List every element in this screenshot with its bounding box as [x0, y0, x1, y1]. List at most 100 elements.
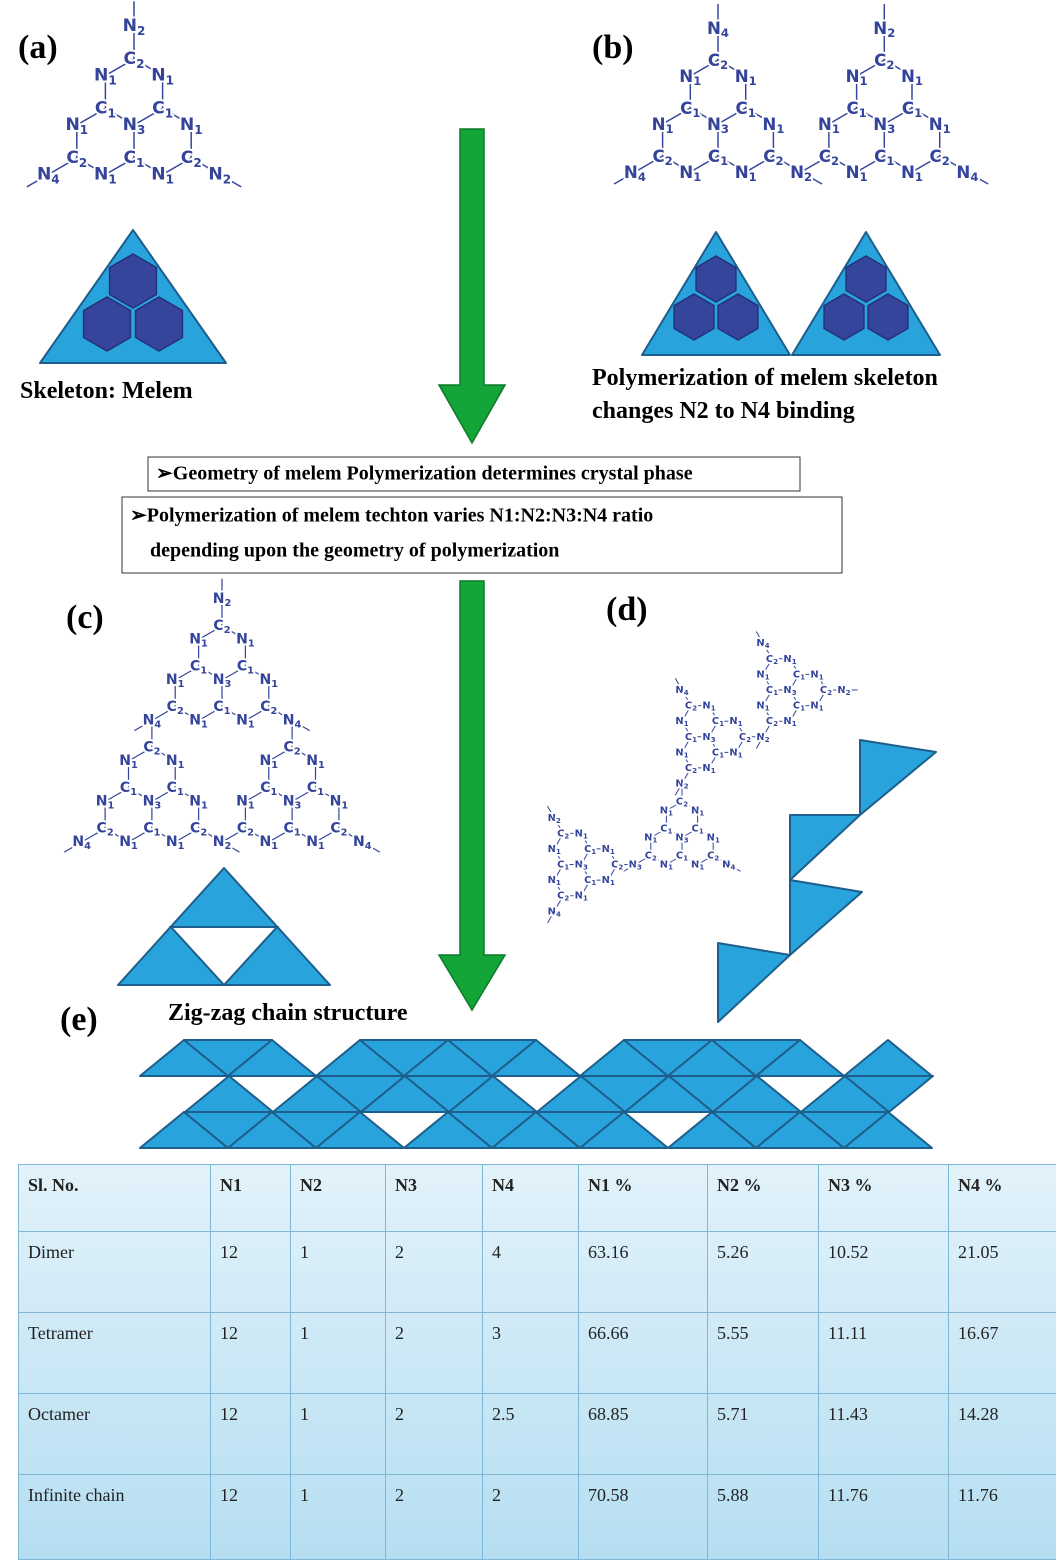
table-header-cell: N1 — [220, 1175, 242, 1195]
atom-label: N2 — [675, 778, 688, 791]
bond — [47, 157, 78, 176]
atom-label: C1 — [95, 99, 116, 121]
bond — [361, 841, 381, 853]
chain-triangle — [227, 1039, 317, 1077]
bond — [198, 827, 223, 843]
table-cell: 1 — [300, 1485, 309, 1505]
atom-label: N1 — [675, 747, 688, 760]
atom-label: N1 — [330, 794, 349, 812]
atom-label: C1 — [152, 99, 173, 121]
panel-label: (a) — [18, 29, 58, 66]
atom-label: N1 — [644, 832, 657, 845]
atom-label: N1 — [548, 875, 561, 888]
table-cell: 4 — [492, 1242, 501, 1262]
bond — [607, 864, 618, 881]
atom-label: N4 — [548, 906, 561, 919]
bond — [174, 787, 199, 803]
atom-label: N3 — [283, 794, 302, 812]
bond — [221, 827, 246, 843]
bond — [221, 706, 246, 722]
table-cell: 11.76 — [958, 1485, 998, 1505]
ring-hexagon — [823, 293, 865, 341]
atom-label: N2 — [213, 591, 232, 609]
atom-label: N1 — [762, 115, 784, 137]
table: Sl. No. N1 N2 N3 N4 N1 % N2 % N3 % N4 %Dimer 12 1 2… — [18, 1164, 1056, 1560]
panel-label: (d) — [606, 591, 648, 628]
zigzag-triangle — [859, 739, 937, 816]
chain-title: Zig-zag chain structure — [168, 1000, 408, 1026]
zigzag-triangle — [789, 814, 861, 881]
atom-label: N1 — [260, 672, 279, 690]
bond — [634, 855, 652, 865]
bond — [735, 736, 746, 753]
ring-hexagon — [108, 253, 158, 309]
table-cell: 2 — [395, 1242, 404, 1262]
atom-label: N1 — [189, 632, 208, 650]
bond — [681, 767, 692, 784]
bond — [553, 848, 564, 865]
atom-label: C1 — [793, 700, 805, 713]
bond — [939, 155, 968, 173]
table-cell: 5.55 — [717, 1323, 749, 1343]
bond — [789, 658, 800, 675]
bond — [81, 827, 106, 843]
atom-label: N1 — [702, 700, 715, 713]
table-cell: 68.85 — [588, 1404, 629, 1424]
table-cell: 2 — [395, 1323, 404, 1343]
bond — [762, 674, 773, 691]
atom-label: C2 — [167, 699, 184, 717]
atom-label: C2 — [766, 716, 778, 729]
panel-label: (b) — [592, 29, 634, 66]
atom-label: C1 — [712, 747, 724, 760]
bond — [708, 752, 719, 769]
atom-label: C2 — [181, 148, 202, 170]
bond — [800, 155, 830, 173]
bond — [816, 674, 827, 691]
atom-label: N1 — [236, 713, 255, 731]
bond — [268, 787, 293, 803]
bond — [580, 864, 591, 881]
table-cell: 2 — [492, 1485, 501, 1505]
atom-label: N1 — [306, 834, 325, 852]
bond — [221, 625, 246, 641]
statement-box — [147, 456, 801, 492]
bond — [104, 787, 129, 803]
atom-label: N1 — [306, 753, 325, 771]
bond — [26, 173, 49, 188]
table-header-cell: N2 % — [717, 1175, 762, 1195]
atom-label: N4 — [72, 834, 91, 852]
atom-label: N3 — [143, 794, 162, 812]
statement: depending upon the geometry of polymeriz… — [150, 540, 559, 562]
bond — [63, 841, 83, 853]
atom-label: C1 — [660, 823, 672, 836]
shapes — [39, 128, 941, 1149]
bond — [76, 157, 106, 176]
bond — [697, 855, 714, 865]
atom-label: N2 — [123, 16, 146, 38]
table-cell: 12 — [220, 1404, 238, 1424]
bond — [151, 787, 176, 803]
table-cell: 11.11 — [828, 1323, 867, 1343]
atom-label: N1 — [96, 794, 115, 812]
bond — [553, 895, 564, 912]
atom-label: C1 — [874, 147, 894, 169]
bond — [162, 107, 192, 126]
caption: changes N2 to N4 binding — [592, 398, 855, 424]
bond — [105, 107, 135, 126]
atom-label: C2 — [330, 821, 347, 839]
bond — [666, 855, 683, 865]
atom-label: N1 — [846, 163, 868, 185]
atom-label: N4 — [143, 713, 162, 731]
ring-hexagon — [845, 255, 887, 303]
bond — [728, 864, 741, 872]
arrow — [437, 580, 507, 1012]
bond — [650, 828, 667, 838]
atom-label: C1 — [846, 99, 866, 121]
chain-triangle — [184, 1075, 274, 1113]
table-cell: 2 — [395, 1404, 404, 1424]
bond — [681, 855, 698, 865]
bond — [607, 848, 618, 865]
bond — [762, 720, 773, 738]
bond — [708, 720, 719, 738]
atom-label: N1 — [679, 67, 701, 89]
